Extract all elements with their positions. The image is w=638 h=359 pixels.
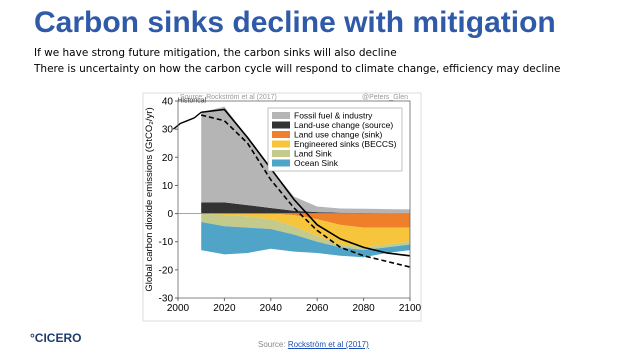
slide-title: Carbon sinks decline with mitigation [34,6,556,39]
y-tick-label: 40 [162,97,174,108]
y-tick-label: 0 [167,209,173,220]
y-tick-label: 20 [162,153,174,164]
x-tick-label: 2100 [399,303,422,314]
subtitle-line: If we have strong future mitigation, the… [34,47,397,59]
area [201,213,410,228]
legend-swatch [272,112,290,119]
footer-prefix: Source: [258,340,286,349]
y-tick-label: -10 [159,237,174,248]
legend-swatch [272,159,290,167]
x-tick-label: 2000 [167,303,190,314]
legend-label: Land use change (sink) [294,130,383,140]
x-tick-label: 2080 [352,303,375,314]
area [201,213,410,251]
area [201,202,410,214]
footer-link[interactable]: Rockström et al (2017) [287,340,369,349]
legend-swatch [272,131,290,138]
legend-swatch [272,121,290,129]
legend-swatch [272,150,290,157]
credit: @Peters_Glen [362,94,408,101]
projection-line [201,108,411,257]
y-tick-label: 30 [162,125,174,136]
area [201,106,410,214]
y-axis-label: Global carbon dioxide emissions (GtCO₂/y… [144,107,155,291]
plot-frame [177,100,411,299]
legend-label: Land-use change (source) [294,120,393,130]
subtitle-line: There is uncertainty on how the carbon c… [34,63,561,75]
x-tick-label: 2060 [306,303,329,314]
legend-box [267,107,403,172]
projection-line [201,114,411,268]
footer: Source: Rockström et al (2017) [258,340,369,349]
x-tick-label: 2040 [260,303,283,314]
y-tick-label: -20 [159,265,174,276]
logo: °CICERO [30,331,82,345]
x-tick-label: 2020 [213,303,236,314]
legend-label: Engineered sinks (BECCS) [294,139,397,149]
legend-label: Fossil fuel & industry [294,111,373,121]
legend-swatch [272,140,290,148]
source-note: Source: Rockström et al (2017) [180,94,277,101]
legend-label: Land Sink [294,149,333,159]
area [201,213,410,248]
area [201,222,410,258]
legend-label: Ocean Sink [294,158,339,168]
y-tick-label: 10 [162,181,174,192]
y-tick-label: -30 [159,294,174,305]
